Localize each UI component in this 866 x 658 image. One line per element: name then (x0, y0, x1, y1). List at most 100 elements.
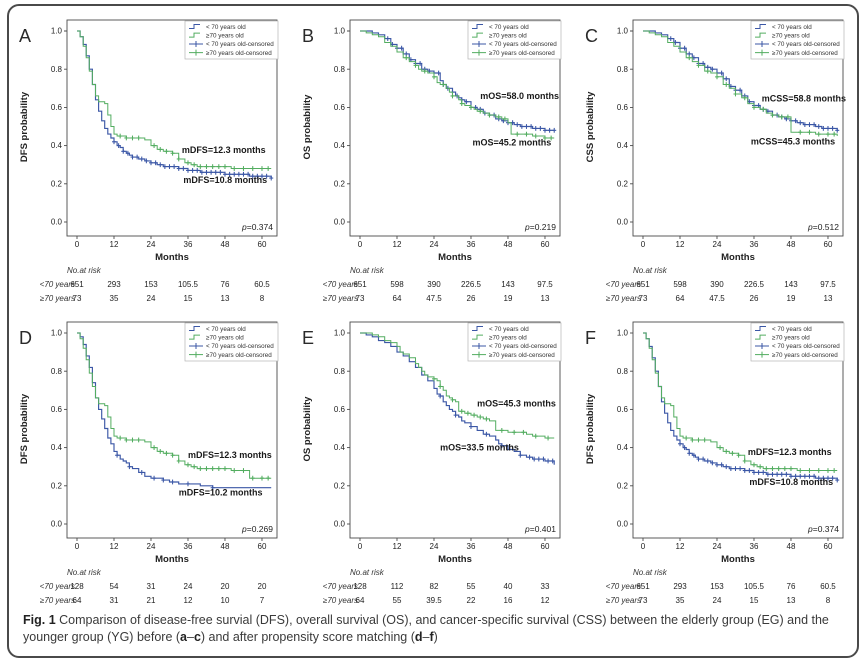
x-tick-label: 12 (675, 542, 684, 551)
risk-value: 8 (825, 596, 830, 605)
legend-line-symbol-icon (471, 326, 483, 331)
risk-value: 226.5 (461, 280, 482, 289)
risk-value: 54 (110, 582, 119, 591)
panel-c-chart: C 0.0 0.2 0.4 0.6 0.8 1.0 0 12 24 36 48 60 CSS probab… (585, 19, 846, 303)
risk-table-header: No.at risk (67, 266, 102, 275)
legend-box: < 70 years old ≥70 years old< 70 years ol… (184, 20, 279, 60)
risk-value: 10 (221, 596, 230, 605)
x-axis-label: Months (155, 554, 189, 565)
panel-letter: E (302, 328, 314, 348)
risk-row-label: <70 years (323, 582, 358, 591)
median-annotation: mDFS=10.2 months (179, 487, 263, 497)
legend-item-label: ≥70 years old (772, 335, 810, 342)
caption-part: f (429, 629, 434, 644)
y-tick-label: 0.0 (51, 218, 63, 227)
x-tick-label: 36 (749, 542, 758, 551)
risk-value: 598 (390, 280, 404, 289)
legend-line-symbol-icon (471, 32, 483, 38)
risk-value: 13 (786, 596, 795, 605)
x-tick-label: 60 (258, 240, 267, 249)
legend-item-label: < 70 years old (489, 24, 529, 31)
risk-value: 47.5 (426, 294, 442, 303)
censor-marks-old (686, 55, 836, 137)
legend-censored-symbol-icon (754, 41, 769, 47)
p-value: p=0.374 (241, 222, 273, 232)
plot-frame (349, 19, 561, 237)
legend-line-symbol-icon (189, 24, 201, 29)
risk-row-label: ≥70 years (40, 596, 75, 605)
y-axis-label: DFS probability (19, 393, 30, 464)
risk-value: 31 (147, 582, 156, 591)
y-axis-label: DFS probability (19, 91, 30, 162)
risk-value: 390 (710, 280, 724, 289)
x-tick-label: 60 (258, 542, 267, 551)
risk-row-label: ≥70 years (40, 294, 75, 303)
panels-grid: A 0.0 0.2 0.4 0.6 0.8 1.0 0 12 24 36 48 60 DFS probab… (9, 10, 857, 608)
legend-box: < 70 years old ≥70 years old< 70 years ol… (467, 20, 562, 60)
risk-value: 55 (467, 582, 476, 591)
x-tick-label: 0 (358, 240, 363, 249)
risk-value: 112 (391, 582, 404, 591)
panel-letter: B (302, 26, 314, 46)
x-tick-label: 36 (749, 240, 758, 249)
legend-line-symbol-icon (471, 24, 483, 29)
y-axis-label: OS probability (302, 396, 313, 462)
legend-line-symbol-icon (754, 32, 766, 38)
risk-row-label: ≥70 years (323, 294, 358, 303)
risk-value: 24 (712, 596, 721, 605)
risk-value: 64 (356, 596, 365, 605)
panel-d-chart: D 0.0 0.2 0.4 0.6 0.8 1.0 0 12 24 36 48 60 DFS probab… (19, 321, 279, 605)
y-tick-label: 0.8 (334, 65, 346, 74)
risk-value: 293 (673, 582, 687, 591)
risk-value: 143 (784, 280, 798, 289)
risk-row-label: <70 years (323, 280, 358, 289)
legend-censored-symbol-icon (471, 49, 486, 56)
legend-item-label: < 70 years old-censored (772, 343, 840, 350)
censor-marks-young (438, 393, 555, 464)
y-tick-label: 0.2 (617, 481, 629, 490)
x-tick-label: 24 (147, 542, 156, 551)
y-tick-label: 0.0 (334, 218, 346, 227)
risk-value: 31 (110, 596, 119, 605)
legend-item-label: < 70 years old (772, 24, 812, 31)
legend-item-label: < 70 years old (489, 326, 529, 333)
y-tick-label: 1.0 (617, 329, 629, 338)
risk-value: 73 (356, 294, 365, 303)
legend-line-symbol-icon (189, 326, 201, 331)
risk-value: 12 (184, 596, 193, 605)
caption-part: Comparison of disease-free survial (DFS)… (23, 613, 829, 644)
x-axis-label: Months (721, 252, 755, 263)
x-tick-label: 48 (504, 240, 513, 249)
survival-curve-old (359, 30, 555, 139)
p-value: p=0.219 (524, 222, 556, 232)
x-tick-label: 48 (221, 240, 230, 249)
risk-value: 19 (504, 294, 513, 303)
x-tick-label: 48 (504, 542, 513, 551)
x-tick-label: 36 (467, 542, 476, 551)
censor-marks-old (118, 435, 271, 481)
median-annotation: mOS=33.5 months (440, 442, 519, 452)
risk-value: 651 (636, 582, 650, 591)
y-tick-label: 0.8 (51, 65, 63, 74)
risk-value: 15 (749, 596, 758, 605)
legend-item-label: < 70 years old (206, 326, 246, 333)
risk-value: 13 (541, 294, 550, 303)
y-tick-label: 0.2 (51, 481, 63, 490)
censor-marks-old (404, 55, 554, 141)
y-tick-label: 0.4 (51, 443, 63, 452)
caption-part: Fig. 1 (23, 613, 60, 627)
caption-part: c (193, 629, 201, 644)
risk-value: 47.5 (709, 294, 725, 303)
risk-row-label: <70 years (605, 582, 640, 591)
p-value: p=0.269 (241, 524, 273, 534)
risk-value: 12 (541, 596, 550, 605)
x-tick-label: 36 (184, 542, 193, 551)
legend-item-label: ≥70 years old-censored (206, 352, 272, 359)
y-tick-label: 0.0 (617, 218, 629, 227)
x-tick-label: 12 (393, 542, 402, 551)
caption-part: – (186, 629, 194, 644)
legend-item-label: ≥70 years old-censored (772, 50, 838, 57)
legend-censored-symbol-icon (189, 343, 204, 349)
y-tick-label: 0.2 (334, 179, 346, 188)
figure-box: A 0.0 0.2 0.4 0.6 0.8 1.0 0 12 24 36 48 60 DFS probab… (7, 4, 859, 658)
